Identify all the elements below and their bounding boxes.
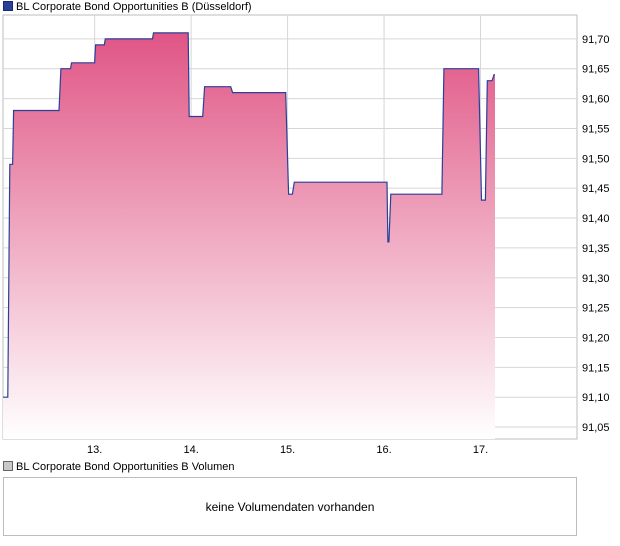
x-tick-label: 17. [473, 444, 488, 456]
y-tick-label: 91,05 [582, 422, 610, 434]
y-tick-label: 91,30 [582, 273, 610, 285]
price-series-line [3, 32, 495, 398]
x-axis-labels: 13. 14. 15. 16. 17. [87, 444, 488, 456]
y-tick-label: 91,15 [582, 362, 610, 374]
y-axis-labels: 91,05 91,10 91,15 91,20 91,25 91,30 91,35 91,40… [582, 34, 610, 434]
volume-legend-label: BL Corporate Bond Opportunities B Volume… [16, 461, 235, 473]
x-tick-label: 13. [87, 444, 102, 456]
price-legend-label: BL Corporate Bond Opportunities B (Düsse… [16, 1, 252, 13]
y-tick-label: 91,50 [582, 153, 610, 165]
y-tick-label: 91,10 [582, 392, 610, 404]
volume-panel: keine Volumendaten vorhanden [3, 477, 577, 536]
y-tick-label: 91,35 [582, 243, 610, 255]
price-legend: BL Corporate Bond Opportunities B (Düsse… [3, 1, 252, 14]
price-chart: 91,05 91,10 91,15 91,20 91,25 91,30 91,35 91,40… [2, 14, 610, 456]
x-tick-label: 14. [183, 444, 198, 456]
y-tick-label: 91,55 [582, 123, 610, 135]
volume-legend-swatch [3, 461, 13, 471]
y-tick-label: 91,65 [582, 64, 610, 76]
price-legend-swatch [3, 1, 13, 11]
volume-legend: BL Corporate Bond Opportunities B Volume… [3, 461, 235, 474]
y-tick-label: 91,40 [582, 213, 610, 225]
x-tick-label: 15. [280, 444, 295, 456]
y-tick-label: 91,25 [582, 303, 610, 315]
y-tick-label: 91,70 [582, 34, 610, 46]
y-tick-label: 91,60 [582, 94, 610, 106]
y-tick-label: 91,45 [582, 183, 610, 195]
x-tick-label: 16. [376, 444, 391, 456]
volume-empty-message: keine Volumendaten vorhanden [205, 499, 375, 514]
y-tick-label: 91,20 [582, 332, 610, 344]
price-area-fill [3, 32, 495, 440]
